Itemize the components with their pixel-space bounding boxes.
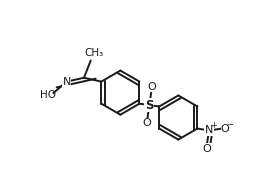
Text: +: + xyxy=(210,121,217,130)
Text: O: O xyxy=(221,124,230,134)
Text: N: N xyxy=(63,77,71,87)
Text: −: − xyxy=(226,120,233,129)
Text: O: O xyxy=(148,82,156,92)
Text: N: N xyxy=(205,125,213,135)
Text: S: S xyxy=(145,99,154,112)
Text: HO: HO xyxy=(39,90,56,100)
Text: O: O xyxy=(142,118,151,128)
Text: CH₃: CH₃ xyxy=(84,48,103,58)
Text: O: O xyxy=(203,144,211,154)
